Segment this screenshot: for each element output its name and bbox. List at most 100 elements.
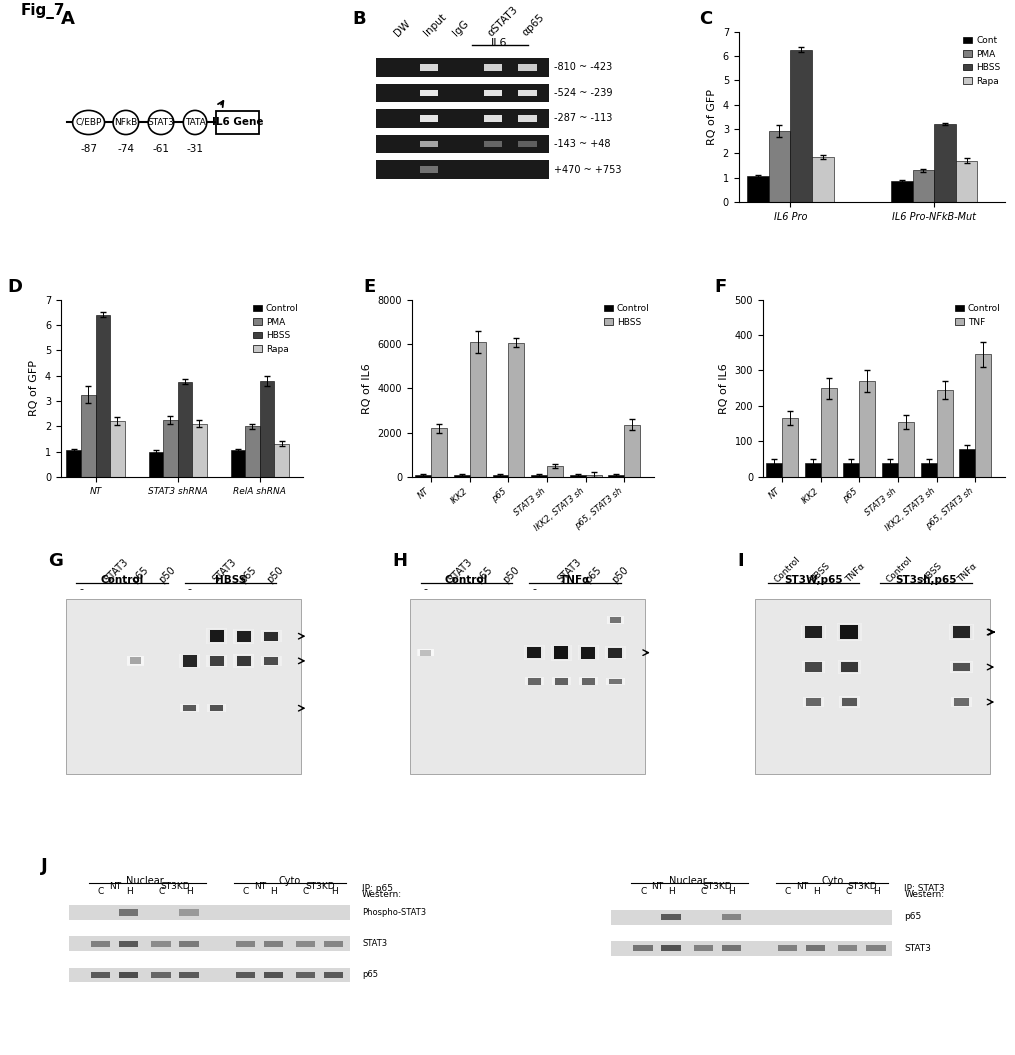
FancyBboxPatch shape: [951, 697, 972, 707]
Text: IgG: IgG: [452, 19, 471, 38]
FancyBboxPatch shape: [526, 677, 543, 685]
FancyBboxPatch shape: [69, 905, 350, 920]
FancyBboxPatch shape: [235, 972, 255, 978]
FancyBboxPatch shape: [551, 645, 571, 660]
FancyBboxPatch shape: [236, 656, 251, 666]
FancyBboxPatch shape: [839, 661, 860, 673]
FancyBboxPatch shape: [840, 661, 858, 672]
FancyBboxPatch shape: [210, 705, 223, 711]
Text: IP: p65: IP: p65: [362, 884, 393, 894]
FancyBboxPatch shape: [841, 697, 857, 707]
FancyBboxPatch shape: [581, 647, 596, 659]
Bar: [882, 463, 898, 477]
FancyBboxPatch shape: [580, 677, 598, 686]
FancyBboxPatch shape: [580, 677, 597, 685]
FancyBboxPatch shape: [527, 647, 542, 658]
FancyBboxPatch shape: [207, 655, 227, 667]
FancyBboxPatch shape: [263, 656, 279, 666]
Text: -: -: [532, 583, 536, 594]
FancyBboxPatch shape: [953, 663, 969, 671]
Text: TNFα: TNFα: [559, 575, 590, 584]
FancyBboxPatch shape: [235, 941, 255, 946]
FancyBboxPatch shape: [180, 654, 200, 668]
FancyBboxPatch shape: [130, 657, 141, 665]
Bar: [768, 132, 791, 202]
Text: p50: p50: [157, 564, 177, 584]
FancyBboxPatch shape: [233, 654, 254, 668]
FancyBboxPatch shape: [608, 678, 623, 685]
Text: C: C: [698, 11, 713, 28]
FancyBboxPatch shape: [952, 626, 971, 638]
FancyBboxPatch shape: [420, 167, 438, 173]
FancyBboxPatch shape: [838, 945, 858, 952]
FancyBboxPatch shape: [264, 657, 278, 665]
FancyBboxPatch shape: [264, 941, 283, 946]
FancyBboxPatch shape: [483, 64, 502, 71]
FancyBboxPatch shape: [805, 663, 822, 672]
Bar: [274, 444, 289, 477]
FancyBboxPatch shape: [662, 945, 681, 952]
FancyBboxPatch shape: [128, 656, 143, 666]
Text: C: C: [302, 886, 309, 896]
FancyBboxPatch shape: [607, 678, 623, 685]
FancyBboxPatch shape: [182, 655, 198, 667]
FancyBboxPatch shape: [954, 698, 969, 706]
Text: ST3KD: ST3KD: [848, 882, 877, 890]
FancyBboxPatch shape: [528, 678, 541, 685]
FancyBboxPatch shape: [838, 625, 861, 640]
FancyBboxPatch shape: [526, 678, 542, 685]
FancyBboxPatch shape: [839, 697, 859, 707]
FancyBboxPatch shape: [376, 58, 549, 77]
Bar: [431, 428, 447, 477]
FancyBboxPatch shape: [91, 941, 111, 946]
FancyBboxPatch shape: [264, 632, 278, 640]
FancyBboxPatch shape: [803, 626, 824, 638]
FancyBboxPatch shape: [608, 616, 623, 624]
Bar: [509, 343, 525, 477]
FancyBboxPatch shape: [841, 661, 858, 672]
FancyBboxPatch shape: [180, 653, 200, 668]
FancyBboxPatch shape: [183, 705, 197, 711]
FancyBboxPatch shape: [608, 648, 623, 658]
FancyBboxPatch shape: [524, 646, 544, 659]
FancyBboxPatch shape: [208, 655, 226, 667]
FancyBboxPatch shape: [608, 678, 623, 685]
Bar: [260, 381, 274, 477]
Text: p65: p65: [904, 913, 922, 921]
FancyBboxPatch shape: [527, 647, 541, 658]
FancyBboxPatch shape: [526, 647, 542, 658]
Text: H: H: [126, 886, 133, 896]
FancyBboxPatch shape: [607, 616, 624, 624]
FancyBboxPatch shape: [216, 111, 259, 134]
Text: C/EBP: C/EBP: [75, 118, 102, 127]
FancyBboxPatch shape: [609, 678, 622, 685]
FancyBboxPatch shape: [91, 972, 111, 978]
Bar: [492, 475, 509, 477]
FancyBboxPatch shape: [866, 945, 885, 952]
Ellipse shape: [184, 111, 207, 135]
FancyBboxPatch shape: [951, 697, 971, 707]
Text: -524 ~ -239: -524 ~ -239: [554, 88, 613, 98]
FancyBboxPatch shape: [554, 647, 568, 658]
FancyBboxPatch shape: [234, 655, 253, 667]
Text: I: I: [737, 553, 744, 571]
FancyBboxPatch shape: [296, 941, 316, 946]
FancyBboxPatch shape: [722, 945, 741, 952]
Bar: [66, 450, 81, 477]
FancyBboxPatch shape: [606, 647, 624, 658]
Text: -: -: [188, 583, 192, 594]
FancyBboxPatch shape: [527, 647, 541, 658]
Text: STAT3: STAT3: [103, 557, 130, 584]
FancyBboxPatch shape: [804, 697, 823, 707]
FancyBboxPatch shape: [952, 626, 970, 638]
Text: Nuclear: Nuclear: [127, 876, 164, 886]
FancyBboxPatch shape: [66, 599, 300, 774]
FancyBboxPatch shape: [952, 697, 971, 707]
FancyBboxPatch shape: [608, 616, 623, 624]
Bar: [81, 395, 95, 477]
Text: STAT3: STAT3: [362, 939, 388, 947]
FancyBboxPatch shape: [578, 645, 599, 660]
FancyBboxPatch shape: [552, 677, 570, 686]
FancyBboxPatch shape: [605, 646, 626, 659]
Text: -31: -31: [187, 143, 204, 154]
